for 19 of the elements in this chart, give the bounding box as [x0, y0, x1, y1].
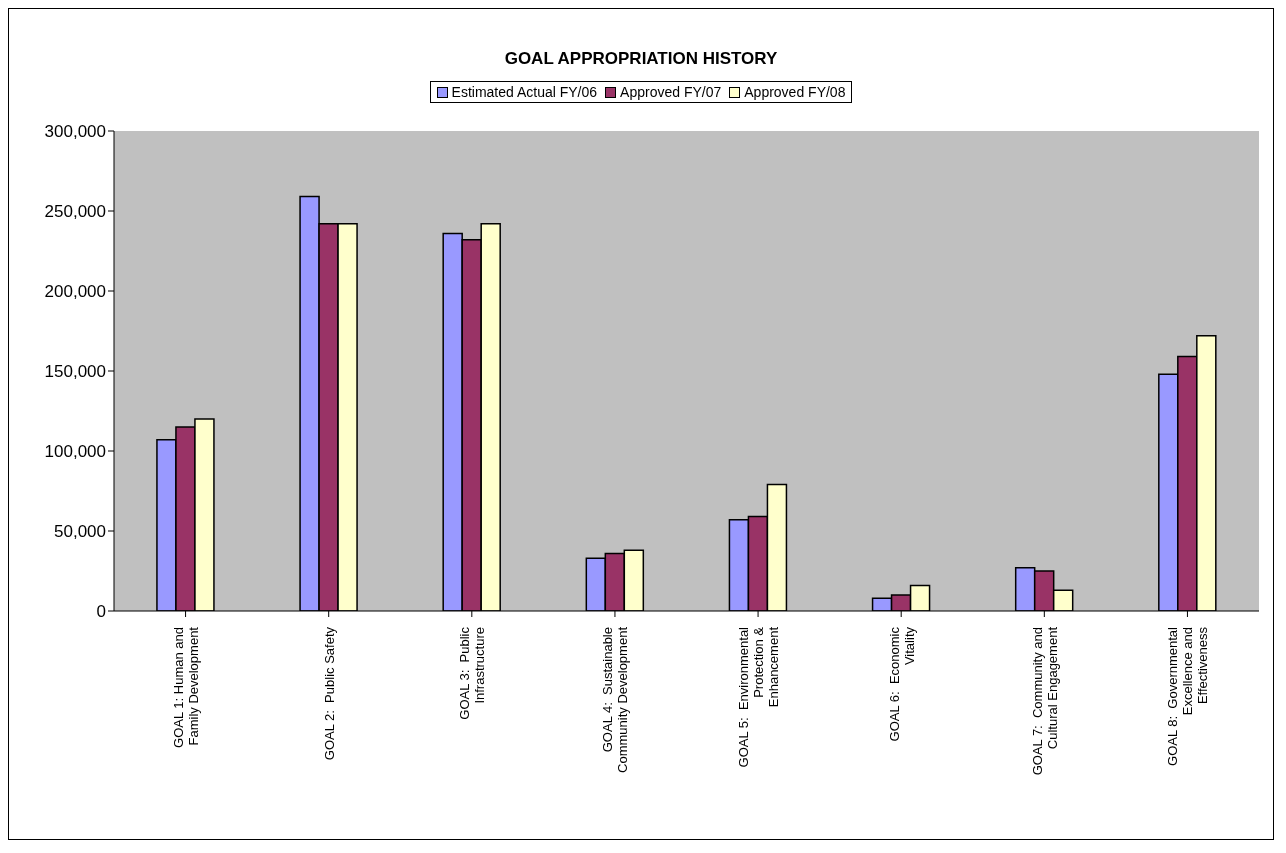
legend-label: Approved FY/08: [743, 84, 846, 100]
y-tick-label: 200,000: [44, 282, 106, 302]
y-tick-label: 0: [96, 602, 106, 622]
x-tick-label: GOAL 2: Public Safety: [321, 626, 337, 761]
x-tick-label: GOAL 4: Sustainable Community Development: [600, 626, 631, 773]
x-tick-label: GOAL 3: Public Infrastructure: [457, 626, 488, 720]
y-tick-label: 250,000: [44, 202, 106, 222]
x-tick-label: GOAL 8: Governmental Excellence and Effectiveness: [1165, 626, 1211, 766]
y-tick-label: 150,000: [44, 362, 106, 382]
x-tick-label: GOAL 5: Environmental Protection & Enhancement: [736, 626, 782, 768]
x-tick-label: GOAL 7: Community and Cultural Engagement: [1029, 626, 1060, 776]
y-tick-label: 300,000: [44, 122, 106, 142]
x-tick-label: GOAL 6: Economic Vitality: [886, 626, 917, 742]
y-tick-label: 100,000: [44, 442, 106, 462]
x-tick-label: GOAL 1: Human and Family Development: [171, 626, 202, 748]
y-tick-label: 50,000: [54, 522, 106, 542]
legend-label: Estimated Actual FY/06: [450, 84, 598, 100]
legend-label: Approved FY/07: [619, 84, 722, 100]
chart-title: GOAL APPROPRIATION HISTORY: [503, 49, 779, 69]
